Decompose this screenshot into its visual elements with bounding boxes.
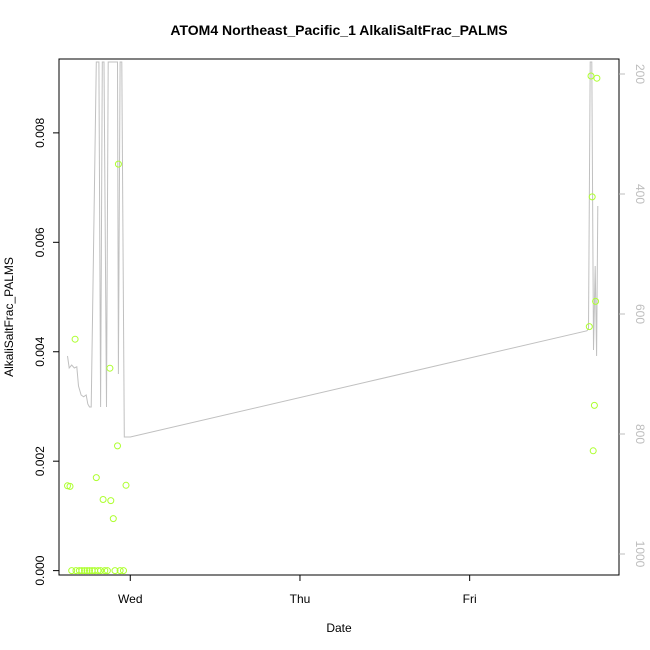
y-axis-label: AlkaliSaltFrac_PALMS [2, 257, 16, 377]
series-line [67, 61, 599, 438]
data-point [83, 567, 91, 575]
data-point [114, 160, 122, 168]
data-point [94, 567, 102, 575]
data-point [593, 74, 601, 82]
y2-tick-label: 600 [633, 304, 647, 324]
x-tick-label: Wed [118, 592, 142, 606]
data-point [116, 567, 124, 575]
y-tick-label: 0.000 [33, 555, 47, 585]
data-point [71, 335, 79, 343]
data-point [122, 481, 130, 489]
data-point [66, 482, 74, 490]
data-point [592, 297, 600, 305]
data-point [103, 567, 111, 575]
data-point [99, 496, 107, 503]
data-point [120, 567, 127, 575]
data-point [585, 323, 593, 331]
data-point [81, 567, 88, 575]
data-point [587, 72, 595, 80]
data-point [101, 567, 109, 575]
data-point [114, 442, 121, 450]
x-axis-label: Date [326, 621, 352, 635]
y-tick-label: 0.006 [33, 227, 47, 257]
y-tick-label: 0.004 [33, 336, 47, 366]
data-point [588, 193, 596, 201]
chart-title: ATOM4 Northeast_Pacific_1 AlkaliSaltFrac… [170, 22, 507, 38]
data-point [109, 515, 117, 523]
data-point [86, 567, 93, 575]
y-tick-label: 0.002 [33, 446, 47, 476]
data-point [107, 497, 115, 505]
plot-area [64, 61, 601, 575]
y2-tick-label: 800 [633, 424, 647, 444]
axes: Wed Thu Fri 0.000 0.002 0.004 0.006 0.008 200 400… [33, 58, 647, 606]
x-tick-label: Fri [463, 592, 477, 606]
y2-tick-label: 1000 [633, 541, 647, 568]
data-point [589, 447, 597, 455]
data-point [590, 401, 598, 409]
data-point [106, 364, 114, 372]
data-point [92, 474, 100, 482]
y-tick-label: 0.008 [33, 118, 47, 148]
data-point [68, 567, 76, 575]
data-point [111, 567, 119, 575]
y2-tick-label: 200 [633, 64, 647, 84]
data-point [75, 567, 83, 575]
plot-frame [58, 58, 620, 576]
data-point [97, 567, 105, 575]
x-tick-label: Thu [290, 592, 311, 606]
data-point [78, 567, 86, 575]
y2-tick-label: 400 [633, 184, 647, 204]
